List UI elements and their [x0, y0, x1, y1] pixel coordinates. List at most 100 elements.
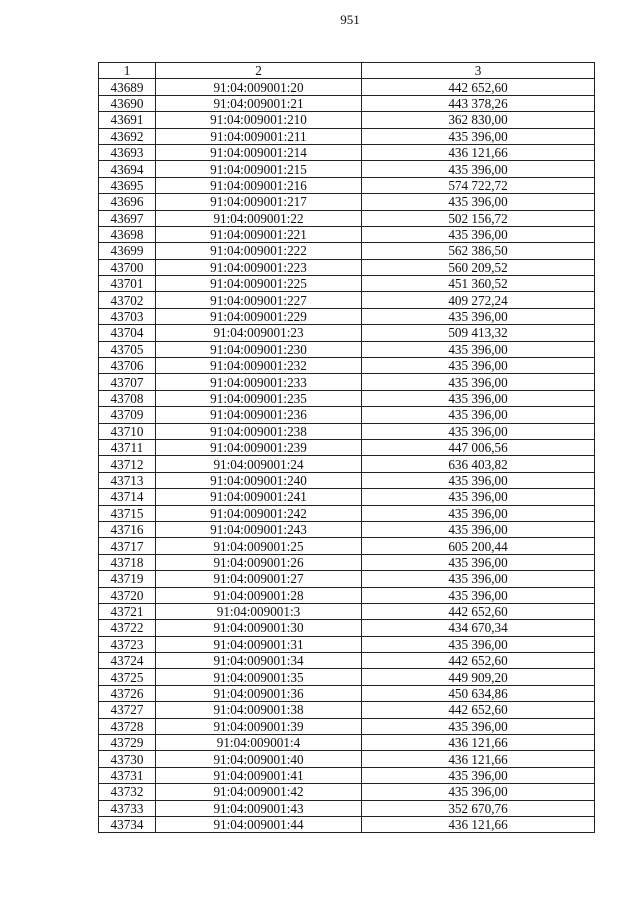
value-cell: 435 396,00	[361, 471, 595, 490]
cadastral-number-cell: 91:04:009001:229	[155, 307, 362, 326]
row-number-cell: 43715	[98, 504, 156, 522]
row-number-cell: 43732	[98, 783, 156, 801]
cadastral-number-cell: 91:04:009001:233	[155, 373, 362, 391]
table-row: 43690 91:04:009001:21 443 378,26	[98, 94, 595, 113]
row-number-cell: 43709	[98, 406, 156, 424]
value-cell: 362 830,00	[361, 111, 595, 129]
row-number-cell: 43699	[98, 242, 156, 260]
value-cell: 574 722,72	[361, 176, 595, 195]
row-number-cell: 43696	[98, 193, 156, 211]
column-header: 1	[98, 61, 156, 80]
row-number-cell: 43690	[98, 94, 156, 113]
value-cell: 447 006,56	[361, 438, 595, 457]
cadastral-number-cell: 91:04:009001:222	[155, 242, 362, 260]
value-cell: 434 670,34	[361, 619, 595, 637]
table-row: 43703 91:04:009001:229 435 396,00	[98, 307, 595, 326]
cadastral-number-cell: 91:04:009001:221	[155, 225, 362, 244]
table-row: 43692 91:04:009001:211 435 396,00	[98, 127, 595, 145]
table-row: 43719 91:04:009001:27 435 396,00	[98, 570, 595, 588]
value-cell: 449 909,20	[361, 668, 595, 686]
row-number-cell: 43697	[98, 209, 156, 227]
cadastral-number-cell: 91:04:009001:3	[155, 602, 362, 621]
table-row: 43722 91:04:009001:30 434 670,34	[98, 619, 595, 637]
value-cell: 352 670,76	[361, 799, 595, 817]
table-row: 43734 91:04:009001:44 436 121,66	[98, 815, 595, 834]
cadastral-number-cell: 91:04:009001:21	[155, 94, 362, 113]
row-number-cell: 43734	[98, 815, 156, 834]
table-row: 43710 91:04:009001:238 435 396,00	[98, 422, 595, 440]
cadastral-number-cell: 91:04:009001:23	[155, 324, 362, 342]
row-number-cell: 43712	[98, 455, 156, 473]
cadastral-number-cell: 91:04:009001:240	[155, 471, 362, 490]
page-number: 951	[340, 12, 360, 27]
table-row: 43714 91:04:009001:241 435 396,00	[98, 488, 595, 506]
row-number-cell: 43710	[98, 422, 156, 440]
table-row: 43697 91:04:009001:22 502 156,72	[98, 209, 595, 227]
value-cell: 436 121,66	[361, 750, 595, 768]
value-cell: 509 413,32	[361, 324, 595, 342]
table-row: 43730 91:04:009001:40 436 121,66	[98, 750, 595, 768]
row-number-cell: 43717	[98, 537, 156, 555]
value-cell: 442 652,60	[361, 701, 595, 719]
value-cell: 435 396,00	[361, 488, 595, 506]
row-number-cell: 43711	[98, 438, 156, 457]
cadastral-number-cell: 91:04:009001:31	[155, 635, 362, 654]
value-cell: 435 396,00	[361, 127, 595, 145]
value-cell: 435 396,00	[361, 504, 595, 522]
row-number-cell: 43728	[98, 717, 156, 736]
value-cell: 442 652,60	[361, 652, 595, 670]
value-cell: 409 272,24	[361, 291, 595, 309]
cadastral-number-cell: 91:04:009001:236	[155, 406, 362, 424]
cadastral-number-cell: 91:04:009001:242	[155, 504, 362, 522]
value-cell: 435 396,00	[361, 766, 595, 785]
row-number-cell: 43691	[98, 111, 156, 129]
value-cell: 560 209,52	[361, 258, 595, 277]
cadastral-number-cell: 91:04:009001:36	[155, 684, 362, 703]
row-number-cell: 43695	[98, 176, 156, 195]
value-cell: 436 121,66	[361, 143, 595, 162]
row-number-cell: 43724	[98, 652, 156, 670]
table-row: 43693 91:04:009001:214 436 121,66	[98, 143, 595, 162]
row-number-cell: 43726	[98, 684, 156, 703]
row-number-cell: 43727	[98, 701, 156, 719]
column-header: 3	[361, 61, 595, 80]
row-number-cell: 43729	[98, 734, 156, 752]
cadastral-number-cell: 91:04:009001:40	[155, 750, 362, 768]
cadastral-number-cell: 91:04:009001:22	[155, 209, 362, 227]
table-row: 43728 91:04:009001:39 435 396,00	[98, 717, 595, 736]
table-row: 43715 91:04:009001:242 435 396,00	[98, 504, 595, 522]
value-cell: 435 396,00	[361, 307, 595, 326]
value-cell: 636 403,82	[361, 455, 595, 473]
value-cell: 442 652,60	[361, 78, 595, 96]
data-table: 1 2 3 43689 91:04:009001:20 442 652,60 4369…	[98, 61, 595, 834]
cadastral-number-cell: 91:04:009001:26	[155, 553, 362, 572]
table-row: 43729 91:04:009001:4 436 121,66	[98, 734, 595, 752]
cadastral-number-cell: 91:04:009001:24	[155, 455, 362, 473]
table-row: 43717 91:04:009001:25 605 200,44	[98, 537, 595, 555]
table-row: 43698 91:04:009001:221 435 396,00	[98, 225, 595, 244]
table-header-row: 1 2 3	[98, 61, 595, 80]
row-number-cell: 43725	[98, 668, 156, 686]
table-row: 43708 91:04:009001:235 435 396,00	[98, 389, 595, 408]
row-number-cell: 43731	[98, 766, 156, 785]
cadastral-number-cell: 91:04:009001:28	[155, 586, 362, 604]
cadastral-number-cell: 91:04:009001:232	[155, 357, 362, 375]
table-row: 43731 91:04:009001:41 435 396,00	[98, 766, 595, 785]
value-cell: 435 396,00	[361, 373, 595, 391]
table-row: 43721 91:04:009001:3 442 652,60	[98, 602, 595, 621]
cadastral-number-cell: 91:04:009001:216	[155, 176, 362, 195]
row-number-cell: 43716	[98, 520, 156, 539]
cadastral-number-cell: 91:04:009001:238	[155, 422, 362, 440]
cadastral-number-cell: 91:04:009001:35	[155, 668, 362, 686]
row-number-cell: 43689	[98, 78, 156, 96]
value-cell: 450 634,86	[361, 684, 595, 703]
row-number-cell: 43698	[98, 225, 156, 244]
row-number-cell: 43721	[98, 602, 156, 621]
table-row: 43702 91:04:009001:227 409 272,24	[98, 291, 595, 309]
cadastral-number-cell: 91:04:009001:239	[155, 438, 362, 457]
value-cell: 435 396,00	[361, 406, 595, 424]
cadastral-number-cell: 91:04:009001:217	[155, 193, 362, 211]
value-cell: 435 396,00	[361, 570, 595, 588]
table-row: 43699 91:04:009001:222 562 386,50	[98, 242, 595, 260]
table-row: 43727 91:04:009001:38 442 652,60	[98, 701, 595, 719]
